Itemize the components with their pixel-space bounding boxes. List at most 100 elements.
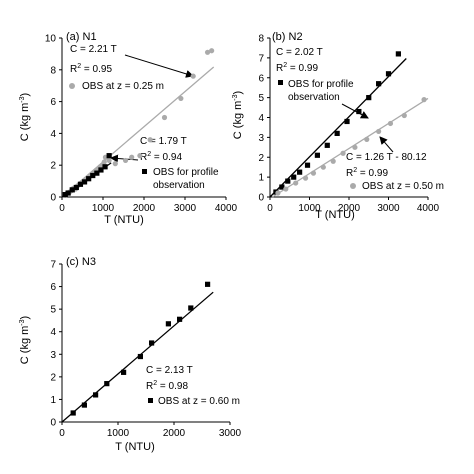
data-point [310, 170, 317, 176]
y-axis-label-main: C (kg m [19, 103, 31, 142]
data-point [285, 178, 291, 184]
data-point [297, 169, 303, 175]
r2-label: R2 = 0.99 [346, 167, 388, 179]
y-tick-label: 3 [50, 350, 56, 361]
data-point [352, 144, 358, 150]
data-point [334, 130, 340, 136]
x-axis-label: T (NTU) [315, 209, 355, 221]
y-tick-label: 0 [258, 193, 264, 204]
data-point [376, 128, 382, 135]
data-point [291, 174, 297, 180]
legend-label: observation [153, 180, 205, 191]
data-point [283, 186, 289, 192]
data-point [102, 164, 108, 170]
y-axis-label-sup: -3 [232, 94, 239, 100]
y-tick-label: 2 [258, 153, 264, 164]
legend-square-marker [142, 169, 147, 174]
r2-label: R2 = 0.99 [276, 62, 318, 74]
y-tick-label: 4 [258, 113, 264, 124]
data-point [86, 176, 92, 182]
y-tick-label: 5 [50, 305, 56, 316]
data-point [385, 71, 392, 77]
equation-label: C = 2.21 T [70, 44, 117, 55]
data-point [356, 108, 362, 115]
y-tick-label: 2 [50, 372, 56, 383]
data-point [302, 175, 309, 181]
y-axis-label: C (kg m-3) [19, 93, 31, 141]
data-point [279, 184, 285, 190]
y-tick-label: 0 [50, 193, 56, 204]
legend-circle-marker [350, 183, 356, 189]
data-point [364, 136, 370, 142]
r2-value: 0.99 [369, 168, 389, 179]
data-point [161, 114, 168, 121]
y-tick-label: 7 [50, 260, 56, 271]
data-point [121, 369, 127, 375]
y-tick-label: 2 [50, 161, 56, 172]
legend-label: OBS at z = 0.60 m [158, 396, 240, 407]
data-point [209, 48, 215, 54]
data-point [62, 192, 68, 198]
data-point [366, 95, 372, 101]
x-axis-label: T (NTU) [104, 214, 144, 226]
legend-label: OBS for profile [288, 79, 354, 90]
x-tick-label: 3000 [377, 203, 400, 214]
equation-label: C = 1.79 T [140, 136, 187, 147]
legend-label: OBS at z = 0.25 m [82, 81, 164, 92]
y-tick-label: 3 [258, 133, 264, 144]
legend-circle-marker [69, 83, 75, 89]
y-axis-label: C (kg m-3) [19, 316, 31, 364]
data-point [69, 187, 75, 193]
legend-square-marker [148, 398, 153, 403]
y-axis-label-tail: ) [19, 316, 31, 320]
equation-label: C = 2.13 T [146, 365, 193, 376]
y-axis-label-main: C (kg m [232, 101, 244, 140]
x-tick-label: 4000 [215, 203, 238, 214]
y-axis-label-main: C (kg m [19, 326, 31, 365]
equation-label: C = 2.02 T [276, 47, 323, 58]
data-point [188, 305, 194, 311]
data-point [147, 137, 153, 143]
r2-label: R2 = 0.95 [70, 63, 112, 75]
x-axis-label: T (NTU) [115, 441, 155, 453]
panel-label: (b) N2 [272, 31, 303, 43]
x-tick-label: 2000 [338, 203, 361, 214]
r2-label: R2 = 0.94 [140, 151, 182, 163]
data-point [65, 190, 71, 196]
y-axis-label-sup: -3 [19, 96, 26, 102]
data-point [106, 153, 112, 159]
data-point [101, 159, 107, 165]
fit-line [269, 58, 407, 198]
annotation-arrow [124, 54, 194, 78]
x-tick-label: 2000 [133, 203, 156, 214]
data-point [190, 73, 196, 79]
data-point [81, 402, 87, 408]
data-point [376, 81, 382, 87]
data-point [77, 181, 84, 187]
data-point [177, 316, 183, 322]
data-point [93, 392, 99, 398]
data-point [387, 120, 394, 127]
data-point [90, 172, 96, 179]
y-tick-label: 6 [258, 73, 264, 84]
data-point [73, 184, 79, 191]
x-tick-label: 0 [59, 203, 65, 214]
panel-c: (c) N3 T (NTU) C (kg m-3) C = 2.13 T R2 … [19, 256, 242, 453]
y-axis-label-sup: -3 [19, 319, 26, 325]
fit-line [61, 291, 214, 423]
y-tick-label: 8 [258, 34, 264, 45]
y-tick-label: 4 [50, 129, 56, 140]
data-point [70, 410, 76, 416]
legend-label: OBS at z = 0.50 m [362, 181, 444, 192]
y-tick-label: 0 [50, 418, 56, 429]
x-tick-label: 3000 [219, 428, 242, 439]
data-point [94, 170, 100, 176]
data-point [314, 152, 320, 158]
data-point [330, 158, 336, 164]
x-tick-label: 2000 [163, 428, 186, 439]
data-point [149, 340, 155, 346]
x-tick-label: 1000 [298, 203, 321, 214]
panel-a: (a) N1 T (NTU) C (kg m-3) C = 2.21 T R2 … [19, 31, 238, 226]
y-tick-label: 7 [258, 53, 264, 64]
